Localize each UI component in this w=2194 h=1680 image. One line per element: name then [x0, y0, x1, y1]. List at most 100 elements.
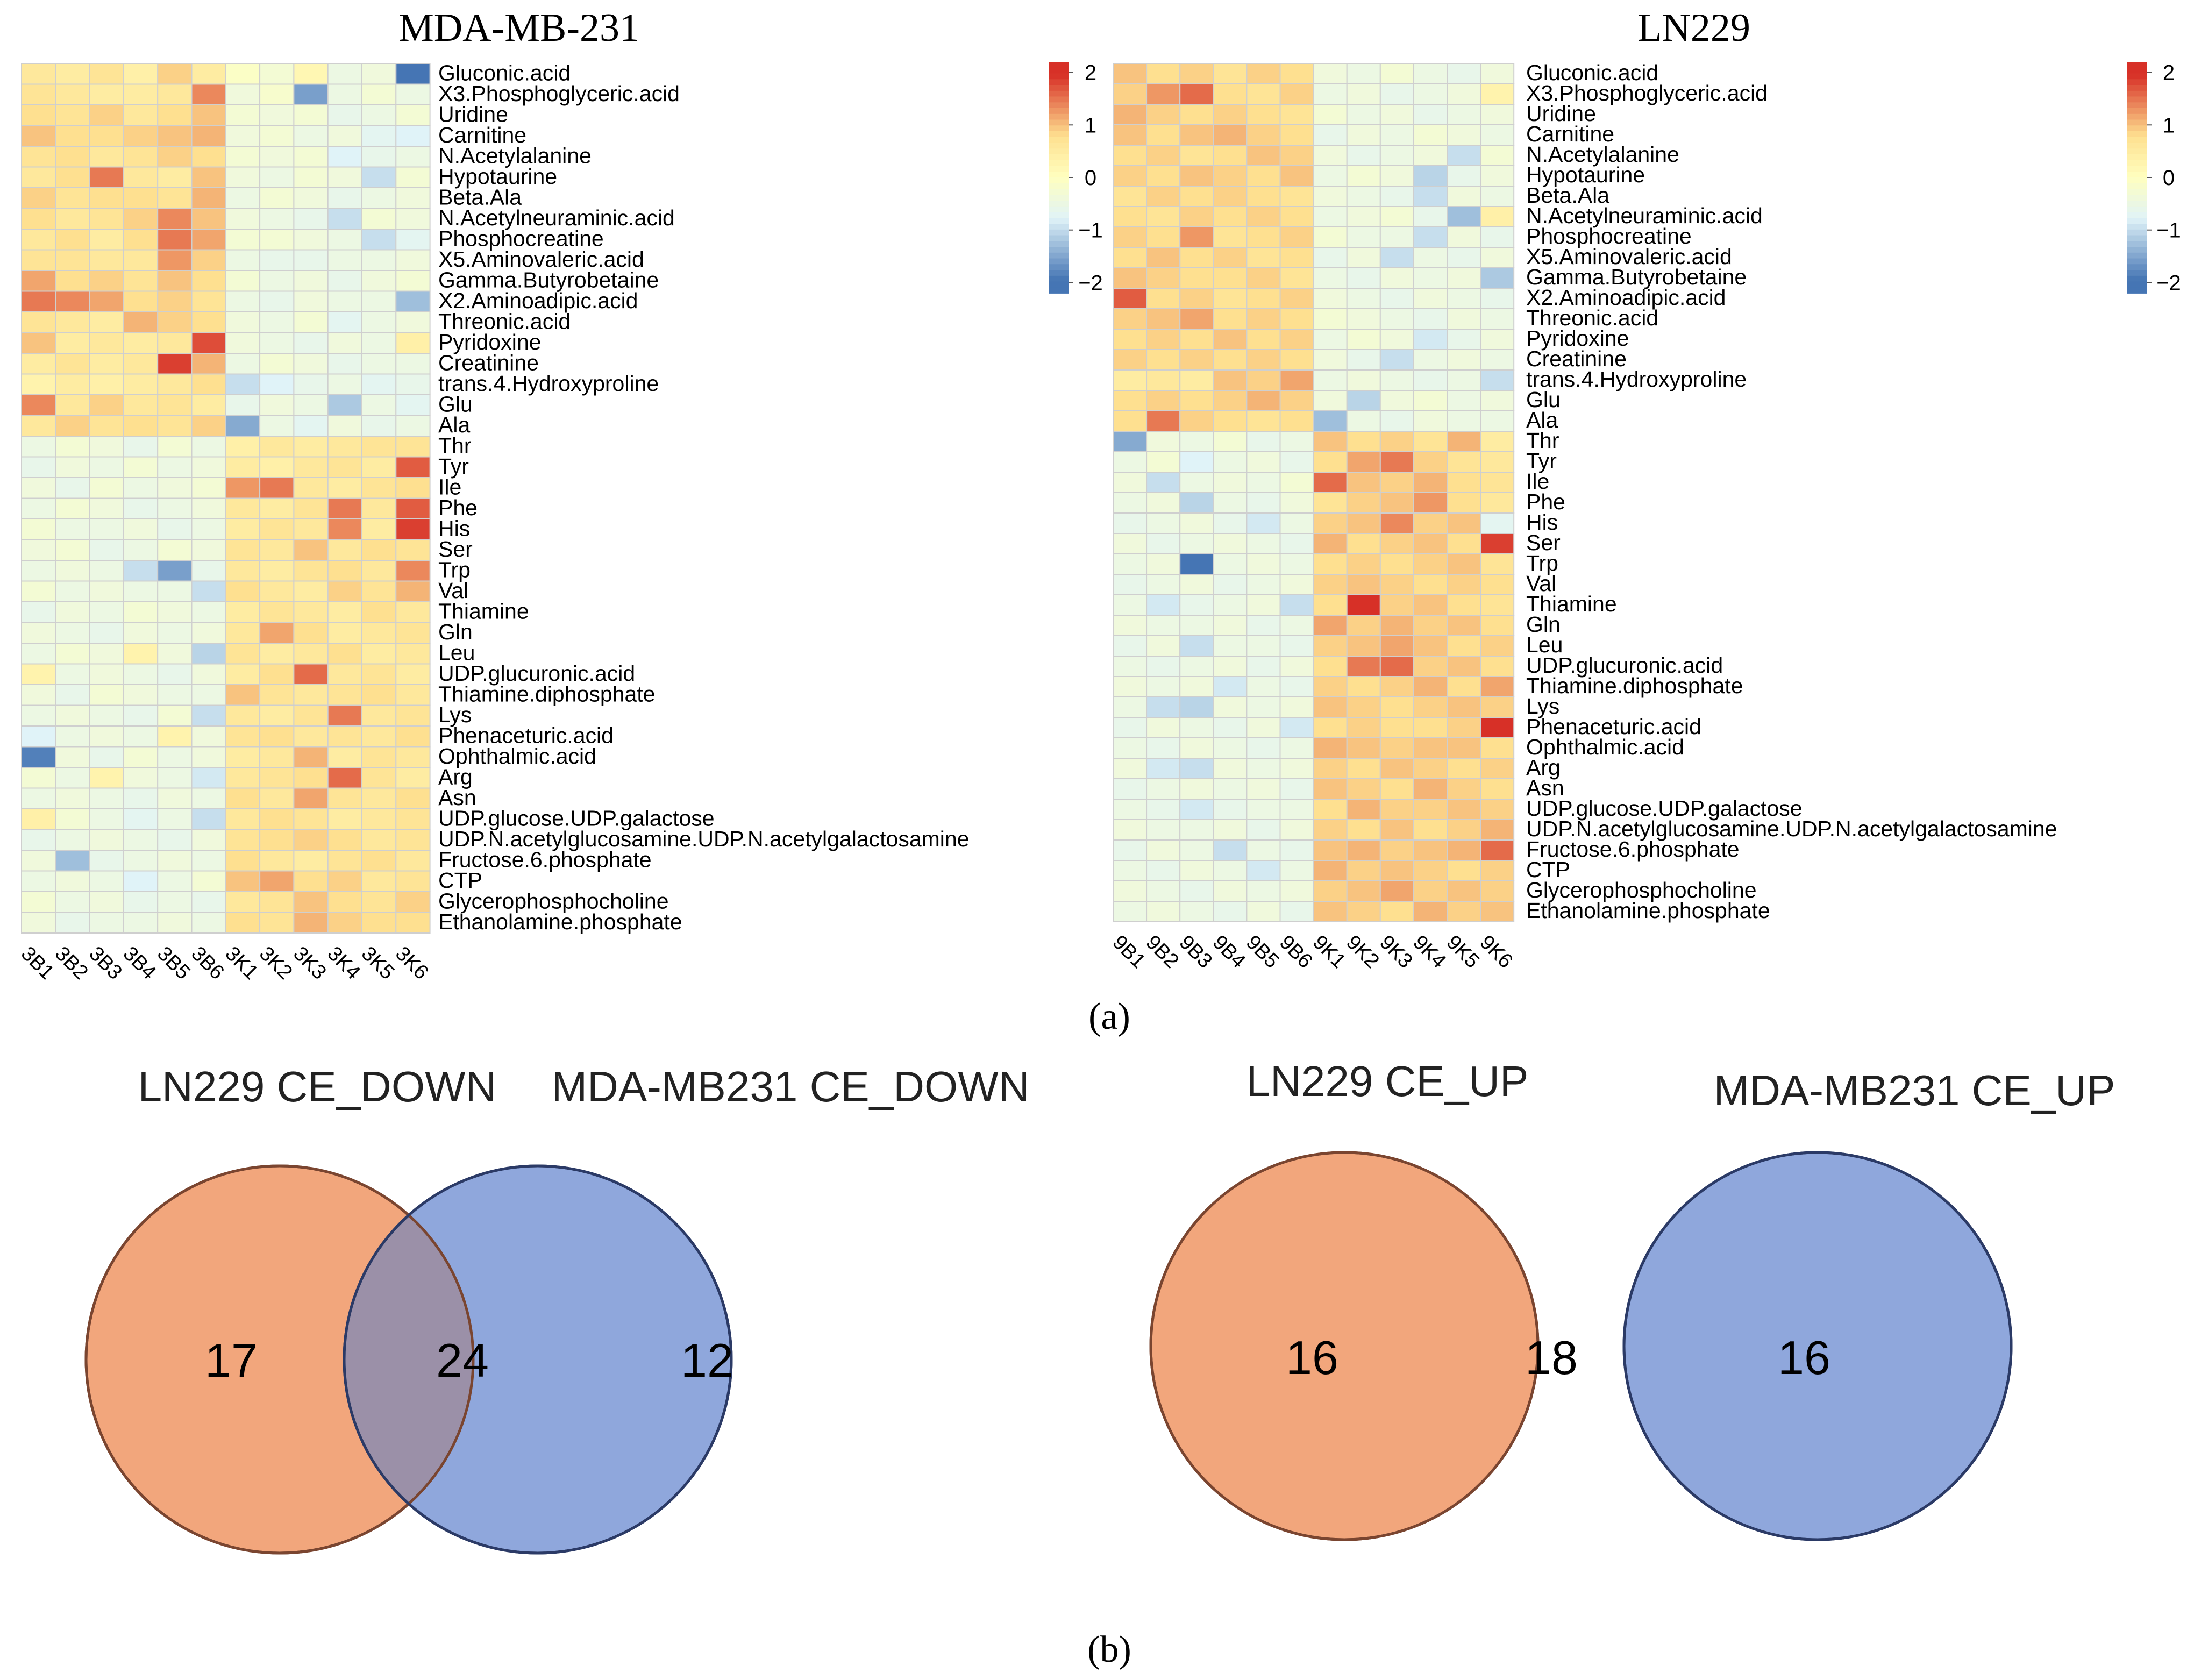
heatmap-cell	[89, 560, 124, 582]
heatmap-cell	[1447, 267, 1481, 289]
heatmap-cell	[327, 850, 363, 872]
heatmap-cell	[259, 415, 295, 437]
heatmap-cell	[1246, 492, 1281, 514]
legend-swatch	[2127, 252, 2147, 259]
heatmap-cell	[191, 415, 226, 437]
heatmap-cell	[89, 249, 124, 271]
column-label: 9B6	[1275, 931, 1317, 973]
heatmap-cell	[1480, 737, 1515, 759]
heatmap-cell	[1346, 901, 1381, 922]
heatmap-cell	[1179, 267, 1214, 289]
heatmap-cell	[123, 746, 159, 768]
row-label: N.Acetylalanine	[1526, 142, 1679, 167]
heatmap-cell	[361, 725, 397, 748]
heatmap-cell	[327, 270, 363, 292]
heatmap-cell	[1480, 145, 1515, 166]
heatmap-cell	[157, 249, 193, 271]
heatmap-cell	[1480, 390, 1515, 411]
heatmap-cell	[1213, 390, 1248, 411]
heatmap-cell	[293, 290, 329, 312]
column-label: 9K5	[1442, 931, 1484, 973]
heatmap-cell	[89, 436, 124, 458]
heatmap-cell	[1146, 717, 1181, 738]
heatmap-cell	[225, 332, 261, 354]
heatmap-cell	[1413, 880, 1448, 902]
venn-set-right-title: MDA-MB231 CE_DOWN	[551, 1063, 1029, 1110]
heatmap-cell	[293, 166, 329, 188]
row-label: Thiamine.diphosphate	[438, 682, 655, 707]
heatmap-cell	[1413, 247, 1448, 268]
column-label: 9B2	[1142, 931, 1184, 973]
heatmap-cell	[1179, 676, 1214, 697]
legend-swatch	[1049, 281, 1069, 288]
heatmap-cell	[1279, 635, 1314, 657]
heatmap-cell	[1480, 349, 1515, 371]
heatmap-cell	[1379, 901, 1414, 922]
heatmap-cell	[1279, 308, 1314, 330]
legend-swatch	[1049, 183, 1069, 190]
heatmap-cell	[1113, 839, 1148, 861]
heatmap-cell	[1246, 145, 1281, 166]
heatmap-cell	[1480, 492, 1515, 514]
heatmap-cell	[1146, 267, 1181, 289]
heatmap-cell	[361, 870, 397, 892]
heatmap-cell	[191, 394, 226, 416]
row-label: Beta.Ala	[438, 185, 522, 210]
heatmap-cell	[293, 415, 329, 437]
heatmap-cell	[55, 270, 90, 292]
heatmap-cell	[1213, 615, 1248, 636]
heatmap-cell	[293, 104, 329, 126]
heatmap-cell	[395, 208, 431, 230]
heatmap-cell	[293, 663, 329, 685]
heatmap-cell	[1213, 860, 1248, 881]
heatmap-cell	[1179, 104, 1214, 125]
heatmap-cell	[1379, 758, 1414, 779]
heatmap-cell	[1313, 574, 1348, 595]
row-label: Phenaceturic.acid	[438, 723, 614, 748]
heatmap-cell	[1246, 472, 1281, 493]
row-label: Val	[1526, 571, 1556, 596]
heatmap-cell	[1447, 737, 1481, 759]
legend-swatch	[2127, 247, 2147, 253]
legend-swatch	[2127, 79, 2147, 86]
heatmap-cell	[191, 373, 226, 395]
heatmap-cell	[1179, 288, 1214, 309]
row-label: Thr	[438, 433, 472, 458]
heatmap-cell	[1413, 145, 1448, 166]
heatmap-cell	[1447, 472, 1481, 493]
heatmap-cell	[293, 249, 329, 271]
heatmap-cell	[1313, 533, 1348, 554]
heatmap-cell	[293, 208, 329, 230]
legend-swatch	[2127, 119, 2147, 126]
row-label: trans.4.Hydroxyproline	[438, 371, 659, 396]
heatmap-cell	[55, 373, 90, 395]
heatmap-cell	[1346, 778, 1381, 800]
legend-swatch	[1049, 258, 1069, 265]
heatmap-cell	[225, 580, 261, 602]
heatmap-cell	[361, 270, 397, 292]
heatmap-cell	[1413, 369, 1448, 391]
heatmap-cell	[157, 518, 193, 540]
legend-swatch	[2127, 143, 2147, 150]
heatmap-cell	[1379, 594, 1414, 616]
row-label: Hypotaurine	[438, 164, 557, 189]
legend-swatch	[1049, 131, 1069, 138]
legend-swatch	[2127, 224, 2147, 230]
venn-set-left-title: LN229 CE_DOWN	[138, 1063, 497, 1110]
heatmap-cell	[395, 456, 431, 478]
column-label: 9K6	[1476, 931, 1518, 973]
heatmap-cell	[123, 850, 159, 872]
heatmap-cell	[191, 125, 226, 147]
heatmap-cell	[1379, 635, 1414, 657]
heatmap-cell	[89, 353, 124, 375]
heatmap-cell	[1447, 819, 1481, 841]
heatmap-cell	[55, 394, 90, 416]
legend-tick-label: 0	[2163, 166, 2175, 190]
heatmap-cell	[89, 643, 124, 665]
heatmap-cell	[1413, 390, 1448, 411]
row-label: Gluconic.acid	[1526, 60, 1658, 85]
heatmap-cell	[361, 436, 397, 458]
heatmap-cell	[327, 187, 363, 209]
heatmap-cell	[259, 725, 295, 748]
heatmap-cell	[293, 539, 329, 561]
